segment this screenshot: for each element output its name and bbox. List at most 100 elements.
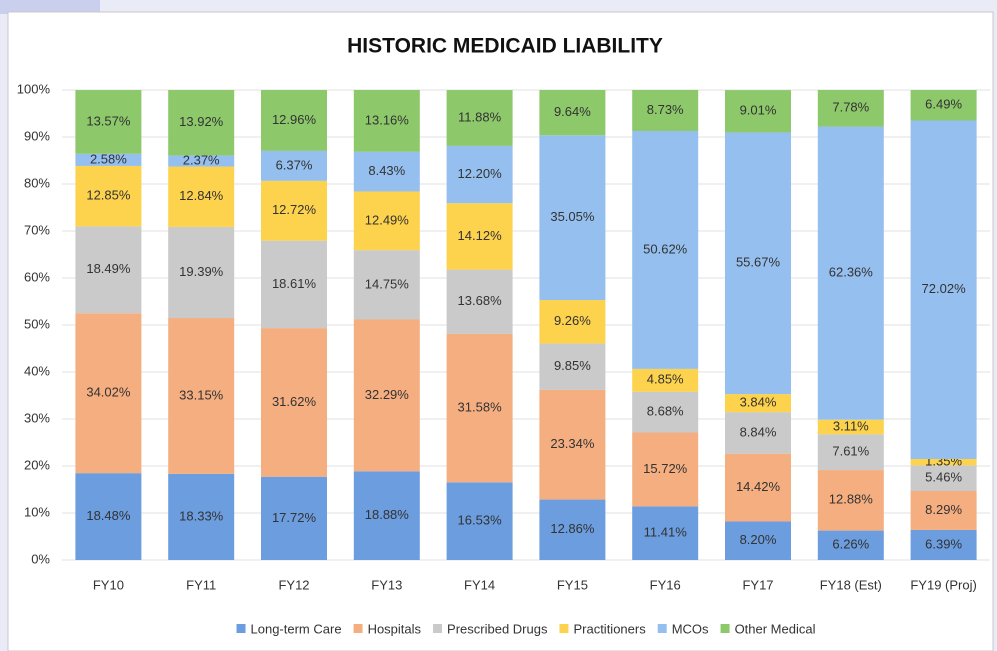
data-label: 12.72%	[272, 202, 317, 217]
legend-swatch	[657, 624, 667, 633]
bar-segment	[632, 130, 699, 369]
data-label: 6.37%	[276, 157, 313, 172]
legend-label: Prescribed Drugs	[447, 621, 548, 636]
bar-segment	[446, 482, 513, 560]
bar-segment	[539, 389, 606, 500]
y-tick-label: 60%	[24, 269, 50, 284]
data-label: 31.62%	[272, 394, 317, 409]
corner-band	[0, 0, 100, 14]
data-label: 72.02%	[922, 281, 967, 296]
data-label: 12.20%	[458, 166, 503, 181]
y-tick-label: 20%	[24, 457, 50, 472]
bar-segment	[261, 328, 327, 477]
data-label: 12.96%	[272, 112, 317, 127]
x-tick-label: FY13	[371, 577, 402, 592]
bar-segment	[446, 333, 513, 483]
bar-segment	[539, 499, 606, 560]
bar-segment	[75, 90, 142, 154]
bar-segment	[168, 226, 235, 319]
bar-segment	[725, 394, 791, 413]
data-label: 8.43%	[368, 163, 405, 178]
x-tick-label: FY19 (Proj)	[910, 577, 976, 592]
y-tick-label: 10%	[24, 504, 50, 519]
data-label: 34.02%	[86, 385, 131, 400]
legend-label: MCOs	[672, 621, 709, 636]
data-label: 9.01%	[740, 103, 777, 118]
bar-segment	[632, 432, 699, 507]
x-tick-label: FY17	[742, 577, 773, 592]
data-label: 6.26%	[832, 537, 869, 552]
y-tick-label: 40%	[24, 363, 50, 378]
data-label: 8.84%	[740, 424, 777, 439]
bar-segment	[446, 90, 513, 146]
data-label: 16.53%	[458, 513, 503, 528]
data-label: 31.58%	[458, 400, 503, 415]
data-label: 50.62%	[643, 241, 688, 256]
legend-swatch	[433, 624, 443, 633]
bar-segment	[446, 269, 513, 334]
bar-segment	[725, 90, 791, 133]
data-label: 13.16%	[365, 112, 410, 127]
bar-segment	[168, 90, 235, 156]
legend-label: Other Medical	[735, 621, 816, 636]
bar-segment	[539, 90, 606, 136]
data-label: 18.48%	[86, 508, 131, 523]
data-label: 3.11%	[833, 418, 869, 433]
data-label: 23.34%	[550, 436, 595, 451]
bar-segment	[539, 300, 606, 344]
bar-segment	[632, 368, 699, 392]
bar-segment	[353, 319, 420, 472]
data-label: 8.20%	[740, 532, 777, 547]
data-label: 12.86%	[550, 521, 595, 536]
bar-segment	[75, 313, 142, 474]
bar-segment	[632, 391, 699, 433]
bar-segment	[261, 150, 327, 181]
legend-label: Hospitals	[368, 621, 422, 636]
data-label: 2.37%	[183, 152, 220, 167]
x-tick-label: FY11	[186, 577, 216, 592]
bar-segment	[817, 530, 884, 560]
bar-segment	[725, 412, 791, 454]
data-label: 62.36%	[829, 265, 874, 280]
bar-segment	[353, 471, 420, 560]
bar-segment	[75, 226, 142, 314]
data-label: 14.12%	[458, 228, 503, 243]
legend-label: Long-term Care	[251, 621, 342, 636]
bar-segment	[168, 166, 235, 227]
y-tick-label: 30%	[24, 410, 50, 425]
bar-segment	[725, 453, 791, 522]
bar-segment	[910, 465, 977, 492]
data-label: 2.58%	[90, 151, 127, 166]
data-label: 11.88%	[458, 109, 502, 124]
bar-segment	[261, 90, 327, 151]
data-label: 8.68%	[647, 404, 684, 419]
bar-segment	[910, 491, 977, 530]
data-label: 13.57%	[86, 113, 131, 128]
data-label: 55.67%	[736, 255, 781, 270]
bar-segment	[817, 470, 884, 531]
data-label: 12.88%	[829, 492, 874, 507]
data-label: 33.15%	[179, 387, 224, 402]
y-tick-label: 100%	[17, 81, 51, 96]
bar-segment	[632, 89, 699, 131]
data-label: 13.68%	[458, 293, 503, 308]
legend-swatch	[559, 624, 569, 633]
bar-segment	[75, 165, 142, 227]
bar-segment	[353, 151, 420, 192]
bar-segment	[910, 120, 977, 459]
bar-segment	[817, 419, 884, 435]
bar-segment	[353, 250, 420, 320]
data-label: 35.05%	[550, 209, 595, 224]
data-label: 12.85%	[86, 188, 131, 203]
data-label: 14.75%	[365, 276, 410, 291]
bar-segment	[817, 126, 884, 420]
bar-segment	[168, 473, 235, 560]
bar-segment	[75, 153, 142, 166]
data-label: 32.29%	[365, 387, 410, 402]
bar-segment	[446, 145, 513, 204]
chart-title: HISTORIC MEDICAID LIABILITY	[347, 35, 663, 58]
bar-segment	[261, 476, 327, 560]
bar-segment	[817, 90, 884, 127]
bar-segment	[261, 240, 327, 329]
x-tick-label: FY12	[278, 577, 309, 592]
